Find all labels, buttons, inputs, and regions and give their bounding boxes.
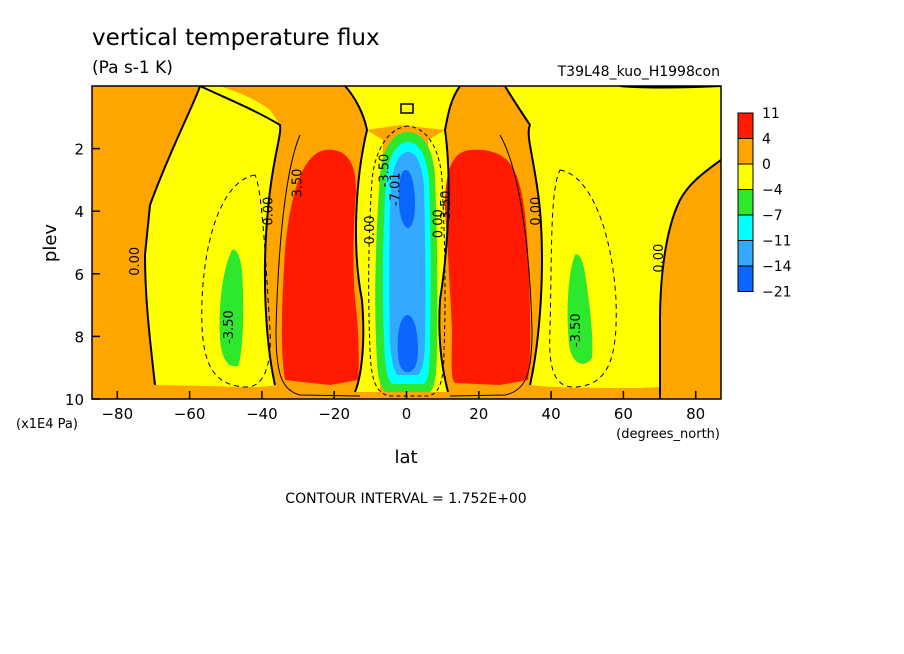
colorbar-swatch [737, 112, 754, 139]
contour-label: -3.50 [222, 310, 237, 344]
colorbar-label: 4 [762, 132, 771, 148]
contour-label: 0.00 [529, 197, 544, 226]
y-axis: 2 4 6 8 10 [65, 141, 100, 409]
chart-title: vertical temperature flux [92, 25, 380, 51]
x-tick-label: −60 [174, 405, 206, 423]
x-axis-label: lat [394, 447, 417, 468]
colorbar-swatch [737, 138, 754, 165]
colorbar-label: −21 [762, 285, 792, 301]
contour-lines [143, 86, 721, 399]
contour-label: 3.50 [291, 169, 306, 198]
contour-label: 3.50 [439, 190, 454, 219]
y-tick-label: 10 [65, 391, 84, 409]
colorbar-swatch [737, 163, 754, 190]
contour-label: -7.01 [388, 172, 403, 206]
y-tick-label: 8 [74, 328, 84, 346]
contour-label-layer: 0.00-3.500.003.500.00-3.50-7.010.003.50 0… [128, 154, 667, 347]
y-tick-label: 4 [74, 203, 84, 221]
x-axis-units: (degrees_north) [616, 427, 720, 442]
contour-fill-blue-upper [398, 170, 415, 228]
x-tick-label: 20 [469, 405, 488, 423]
colorbar-label: −7 [762, 208, 783, 224]
contour-fill-green-west [219, 249, 244, 367]
contour-fill-orange-east-edge [660, 160, 721, 399]
units-label: (Pa s-1 K) [92, 58, 173, 78]
run-label: T39L48_kuo_H1998con [557, 64, 720, 80]
contour-field: 0.00-3.500.003.500.00-3.50-7.010.003.50 0… [92, 86, 721, 399]
colorbar-label: 0 [762, 157, 771, 173]
y-axis-label: plev [40, 224, 61, 263]
x-tick-label: 80 [686, 405, 705, 423]
contour-fill-red-west [281, 149, 359, 385]
contour-label: -3.50 [569, 313, 584, 347]
colorbar-label: 11 [762, 106, 780, 122]
contour-fill-green-east [567, 254, 593, 364]
contour-label: -3.50 [377, 154, 392, 188]
colorbar-label: −11 [762, 234, 792, 250]
contour-fill-red-east [445, 149, 531, 385]
y-axis-units: (x1E4 Pa) [16, 417, 78, 432]
contour-fill-lightblue-center [389, 152, 426, 375]
colorbar-swatch [737, 265, 754, 292]
x-axis: −80 −60 −40 −20 0 20 40 60 80 [101, 391, 705, 423]
contour-fill-blue-lower [397, 315, 418, 372]
x-tick-label: −20 [318, 405, 350, 423]
contour-fill-small-box [400, 103, 414, 114]
colorbar-label: −14 [762, 259, 792, 275]
y-tick-label: 6 [74, 266, 84, 284]
colorbar-swatch [737, 240, 754, 267]
contour-label: 0.00 [128, 247, 143, 276]
x-tick-label: −40 [246, 405, 278, 423]
colorbar-swatch [737, 189, 754, 216]
colorbar-swatch [737, 214, 754, 241]
contour-label: 0.00 [262, 197, 277, 226]
contour-label: 0.00 [652, 244, 667, 273]
contour-label: 0.00 [363, 216, 378, 245]
x-tick-label: 40 [542, 405, 561, 423]
colorbar: 11 4 0 −4 −7 −11 −14 −21 [737, 106, 792, 301]
x-tick-label: 60 [614, 405, 633, 423]
x-tick-label: 0 [402, 405, 412, 423]
y-tick-label: 2 [74, 141, 84, 159]
contour-interval-note: CONTOUR INTERVAL = 1.752E+00 [285, 491, 526, 507]
x-tick-label: −80 [101, 405, 133, 423]
contour-fill-yellow-north-west [92, 86, 280, 125]
contour-label: 0.00 [432, 209, 447, 238]
colorbar-label: −4 [762, 183, 783, 199]
